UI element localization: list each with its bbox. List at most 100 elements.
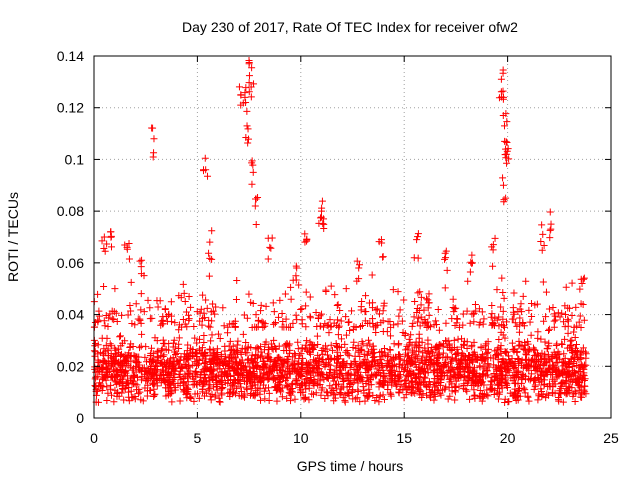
- data-point: [386, 346, 394, 354]
- data-point: [423, 391, 431, 399]
- y-tick-label: 0.12: [57, 100, 84, 116]
- data-point: [158, 358, 166, 366]
- data-point: [307, 374, 315, 382]
- data-point: [109, 357, 117, 365]
- data-point: [253, 389, 261, 397]
- data-point: [331, 367, 339, 375]
- data-point: [402, 376, 410, 384]
- data-point: [320, 323, 328, 331]
- data-point: [113, 317, 121, 325]
- data-point: [424, 304, 432, 312]
- data-point: [501, 137, 509, 145]
- data-point: [435, 341, 443, 349]
- data-point: [257, 396, 265, 404]
- data-point: [345, 392, 353, 400]
- data-point: [505, 398, 513, 406]
- data-point: [152, 375, 160, 383]
- data-point: [216, 335, 224, 343]
- data-point: [165, 346, 173, 354]
- data-point: [147, 344, 155, 352]
- data-point: [406, 339, 414, 347]
- data-point: [206, 385, 214, 393]
- data-point: [243, 314, 251, 322]
- data-point: [227, 388, 235, 396]
- data-point: [540, 242, 548, 250]
- data-point: [465, 363, 473, 371]
- data-point: [361, 397, 369, 405]
- data-point: [462, 353, 470, 361]
- data-point: [177, 364, 185, 372]
- data-point: [545, 326, 553, 334]
- data-point: [154, 347, 162, 355]
- data-point: [138, 330, 146, 338]
- data-point: [535, 378, 543, 386]
- data-point: [197, 305, 205, 313]
- data-point: [559, 398, 567, 406]
- data-point: [210, 355, 218, 363]
- data-point: [153, 348, 161, 356]
- data-point: [290, 349, 298, 357]
- data-point: [179, 280, 187, 288]
- data-point: [556, 313, 564, 321]
- data-point: [177, 353, 185, 361]
- data-point: [524, 346, 532, 354]
- data-point: [582, 350, 590, 358]
- data-point: [254, 345, 262, 353]
- data-point: [342, 313, 350, 321]
- data-point: [395, 376, 403, 384]
- data-point: [518, 308, 526, 316]
- data-point: [268, 234, 276, 242]
- data-point: [531, 383, 539, 391]
- data-point: [242, 84, 250, 92]
- x-tick-label: 10: [293, 430, 309, 446]
- data-point: [493, 346, 501, 354]
- data-point: [270, 363, 278, 371]
- data-point: [373, 305, 381, 313]
- data-point: [344, 319, 352, 327]
- data-point: [558, 379, 566, 387]
- data-point: [416, 374, 424, 382]
- data-point: [106, 310, 114, 318]
- data-point: [401, 377, 409, 385]
- data-point: [195, 394, 203, 402]
- data-point: [576, 374, 584, 382]
- data-point: [350, 338, 358, 346]
- data-point: [527, 299, 535, 307]
- data-point: [411, 341, 419, 349]
- data-point: [200, 359, 208, 367]
- data-point: [412, 374, 420, 382]
- data-point: [390, 360, 398, 368]
- data-point: [500, 322, 508, 330]
- data-point: [208, 255, 216, 263]
- data-point: [234, 337, 242, 345]
- data-point: [219, 384, 227, 392]
- data-point: [451, 350, 459, 358]
- data-point: [425, 322, 433, 330]
- data-point: [248, 157, 256, 165]
- data-point: [190, 322, 198, 330]
- data-point: [330, 373, 338, 381]
- data-point: [356, 347, 364, 355]
- data-point: [260, 387, 268, 395]
- data-point: [556, 385, 564, 393]
- data-point: [475, 373, 483, 381]
- data-point: [364, 358, 372, 366]
- data-point: [95, 312, 103, 320]
- data-point: [511, 385, 519, 393]
- data-point: [216, 398, 224, 406]
- data-point: [501, 395, 509, 403]
- data-point: [95, 382, 103, 390]
- data-point: [136, 344, 144, 352]
- data-point: [472, 307, 480, 315]
- data-point: [303, 337, 311, 345]
- data-point: [281, 341, 289, 349]
- data-point: [270, 357, 278, 365]
- data-point: [360, 389, 368, 397]
- data-point: [544, 364, 552, 372]
- data-point: [104, 389, 112, 397]
- data-point: [336, 390, 344, 398]
- data-point: [509, 345, 517, 353]
- data-point: [570, 328, 578, 336]
- data-point: [467, 258, 475, 266]
- data-point: [489, 262, 497, 270]
